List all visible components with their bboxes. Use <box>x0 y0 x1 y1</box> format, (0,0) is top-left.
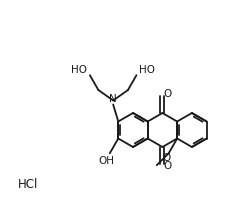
Text: O: O <box>163 153 171 163</box>
Text: HO: HO <box>139 65 156 75</box>
Text: O: O <box>163 161 172 171</box>
Text: HO: HO <box>71 65 87 75</box>
Text: OH: OH <box>99 156 115 166</box>
Text: O: O <box>163 89 172 99</box>
Text: HCl: HCl <box>18 178 38 191</box>
Text: N: N <box>109 93 117 103</box>
